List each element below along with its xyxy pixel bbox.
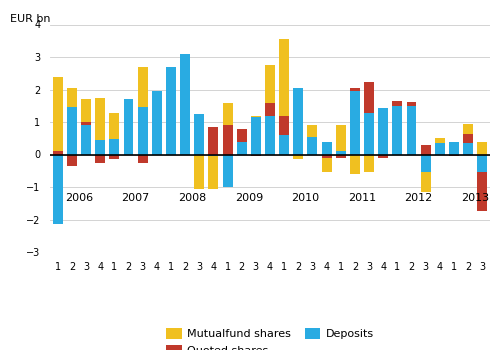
Bar xyxy=(194,114,204,154)
Bar xyxy=(294,88,303,154)
Bar xyxy=(251,117,261,154)
Bar xyxy=(251,154,261,156)
Bar xyxy=(336,154,345,158)
Bar xyxy=(322,154,332,158)
Bar xyxy=(152,91,162,154)
Bar xyxy=(96,154,105,163)
Bar xyxy=(463,143,473,154)
Bar xyxy=(180,54,190,154)
Bar xyxy=(350,91,360,154)
Bar xyxy=(322,141,332,154)
Bar xyxy=(449,154,459,156)
Text: 2010: 2010 xyxy=(292,194,320,203)
Bar xyxy=(110,154,120,159)
Bar xyxy=(364,82,374,113)
Bar xyxy=(96,98,105,140)
Bar xyxy=(350,88,360,91)
Bar xyxy=(96,140,105,154)
Bar xyxy=(322,158,332,173)
Legend: Mutualfund shares, Quoted shares, Deposits: Mutualfund shares, Quoted shares, Deposi… xyxy=(164,326,376,350)
Bar xyxy=(208,154,218,156)
Bar xyxy=(237,129,246,142)
Bar xyxy=(308,125,318,136)
Bar xyxy=(138,154,147,163)
Bar xyxy=(194,154,204,189)
Bar xyxy=(294,154,303,159)
Bar xyxy=(378,154,388,158)
Bar xyxy=(420,145,430,154)
Bar xyxy=(279,135,289,154)
Bar xyxy=(279,39,289,116)
Text: 2007: 2007 xyxy=(122,194,150,203)
Bar xyxy=(166,67,176,154)
Text: 2009: 2009 xyxy=(234,194,263,203)
Bar xyxy=(265,103,275,116)
Text: 2008: 2008 xyxy=(178,194,206,203)
Bar xyxy=(265,65,275,103)
Bar xyxy=(279,116,289,135)
Bar xyxy=(435,138,444,143)
Bar xyxy=(67,107,77,154)
Bar xyxy=(364,113,374,154)
Bar xyxy=(110,139,120,154)
Bar xyxy=(350,154,360,174)
Bar xyxy=(478,154,487,173)
Bar xyxy=(138,107,147,154)
Text: 2013: 2013 xyxy=(461,194,489,203)
Bar xyxy=(67,154,77,166)
Bar xyxy=(364,154,374,173)
Bar xyxy=(124,99,134,154)
Bar xyxy=(392,101,402,106)
Bar xyxy=(110,113,120,139)
Bar xyxy=(308,136,318,154)
Bar xyxy=(208,156,218,189)
Bar xyxy=(81,122,91,125)
Bar xyxy=(463,134,473,143)
Bar xyxy=(222,125,232,154)
Bar xyxy=(208,127,218,154)
Bar xyxy=(406,106,416,154)
Bar xyxy=(53,151,62,154)
Bar xyxy=(420,173,430,192)
Bar xyxy=(463,124,473,134)
Text: 2012: 2012 xyxy=(404,194,432,203)
Bar xyxy=(67,88,77,107)
Bar xyxy=(449,142,459,154)
Bar xyxy=(478,173,487,211)
Bar xyxy=(435,143,444,154)
Bar xyxy=(251,116,261,117)
Text: 2006: 2006 xyxy=(65,194,93,203)
Bar xyxy=(336,125,345,151)
Bar xyxy=(392,106,402,154)
Text: EUR bn: EUR bn xyxy=(10,14,51,25)
Bar xyxy=(336,151,345,154)
Bar xyxy=(81,99,91,122)
Bar xyxy=(406,102,416,106)
Bar xyxy=(81,125,91,154)
Bar xyxy=(53,77,62,151)
Bar xyxy=(138,67,147,107)
Bar xyxy=(222,154,232,187)
Text: 2011: 2011 xyxy=(348,194,376,203)
Bar xyxy=(222,103,232,125)
Bar xyxy=(378,108,388,154)
Bar xyxy=(53,154,62,224)
Bar xyxy=(420,154,430,173)
Bar xyxy=(478,141,487,154)
Bar xyxy=(265,116,275,154)
Bar xyxy=(237,142,246,154)
